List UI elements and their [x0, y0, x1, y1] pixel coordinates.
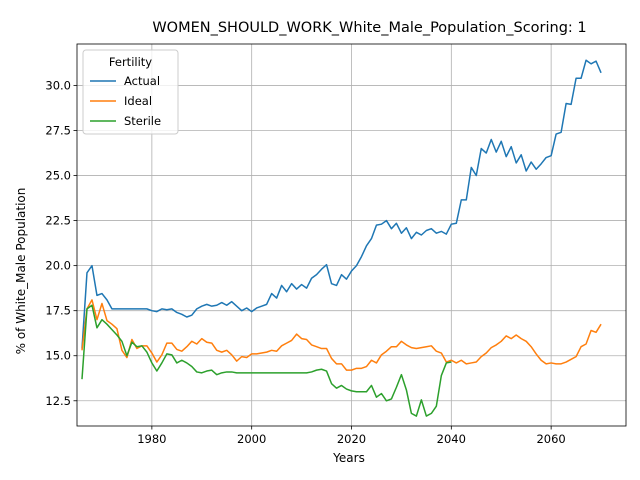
legend-label-ideal: Ideal: [124, 94, 152, 108]
y-tick-label: 17.5: [45, 304, 71, 318]
y-tick-label: 25.0: [45, 169, 71, 183]
series-line-sterile: [81, 304, 452, 417]
series-line-ideal: [81, 299, 602, 371]
y-tick-label: 27.5: [45, 123, 71, 137]
y-axis-label: % of White_Male Population: [14, 188, 28, 355]
x-tick-label: 1980: [137, 432, 166, 446]
legend-box: [82, 49, 179, 135]
chart-title: WOMEN_SHOULD_WORK_White_Male_Population_…: [152, 20, 586, 36]
y-tick-label: 12.5: [45, 394, 71, 408]
y-tick-label: 22.5: [45, 214, 71, 228]
x-tick-label: 2040: [437, 432, 466, 446]
y-tick-label: 20.0: [45, 259, 71, 273]
x-tick-label: 2020: [337, 432, 366, 446]
legend-title: Fertility: [109, 55, 152, 69]
legend: Fertility Actual Ideal Sterile: [82, 49, 179, 135]
x-axis-label: Years: [332, 451, 365, 465]
series-lines: [81, 59, 602, 417]
y-tick-label: 15.0: [45, 349, 71, 363]
series-line-actual: [81, 59, 602, 349]
legend-label-actual: Actual: [124, 74, 160, 88]
x-tick-label: 2000: [237, 432, 266, 446]
y-tick-label: 30.0: [45, 78, 71, 92]
y-axis-ticks: 12.5 15.0 17.5 20.0 22.5 25.0 27.5 30.0: [45, 78, 77, 408]
legend-label-sterile: Sterile: [124, 114, 161, 128]
x-tick-label: 2060: [536, 432, 565, 446]
x-axis-ticks: 1980 2000 2020 2040 2060: [137, 426, 566, 446]
